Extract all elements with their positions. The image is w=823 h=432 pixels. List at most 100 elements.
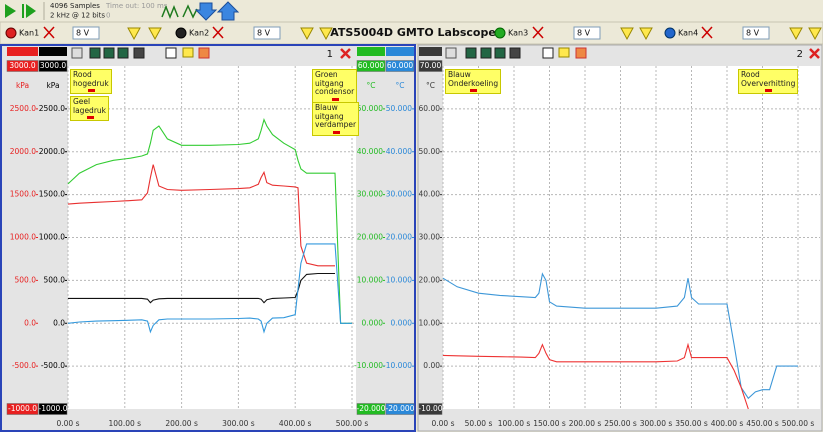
tool-button[interactable] bbox=[133, 47, 145, 59]
trace bbox=[68, 272, 335, 304]
coupling-icon[interactable] bbox=[212, 26, 224, 39]
x-tick-label: 0.00 s bbox=[432, 419, 455, 428]
coupling-icon[interactable] bbox=[532, 26, 544, 39]
scale-limit: 60.000 bbox=[387, 61, 413, 70]
tool-button[interactable] bbox=[445, 47, 457, 59]
x-tick-label: 300.00 s bbox=[640, 419, 673, 428]
timeout-value: 0 bbox=[106, 12, 110, 20]
trace bbox=[67, 117, 352, 324]
y-tick-label: 1500.0 bbox=[39, 190, 65, 199]
tool-button[interactable] bbox=[542, 47, 554, 59]
range-dropdown[interactable] bbox=[72, 26, 100, 40]
tool-button[interactable] bbox=[494, 47, 506, 59]
trigger-icon[interactable] bbox=[639, 27, 653, 41]
y-tick-label: 60.00 bbox=[419, 104, 441, 113]
scale-limit: -1000.0 bbox=[8, 404, 37, 413]
scale-unit: °C bbox=[426, 81, 435, 90]
scale-unit: °C bbox=[396, 81, 405, 90]
channel-name: Kan1 bbox=[19, 29, 39, 38]
scale-limit: 3000.0 bbox=[40, 61, 66, 70]
channel-4: Kan4 8 V bbox=[664, 26, 822, 41]
tool-button[interactable] bbox=[182, 47, 194, 58]
y-tick-label: 40.000 bbox=[386, 147, 412, 156]
scale-limit-box bbox=[418, 60, 443, 72]
tool-button[interactable] bbox=[165, 47, 177, 59]
scale-header bbox=[7, 47, 38, 56]
y-tick-label: 40.00 bbox=[419, 190, 441, 199]
x-tick-label: 500.00 s bbox=[336, 419, 369, 428]
x-tick-label: 100.00 s bbox=[109, 419, 142, 428]
y-tick-label: 0.000 bbox=[362, 318, 384, 327]
samples[interactable]: 4096 Samples bbox=[50, 2, 100, 10]
close-button[interactable] bbox=[809, 48, 820, 59]
tool-button[interactable] bbox=[480, 47, 492, 59]
close-button[interactable] bbox=[340, 48, 351, 59]
x-tick-label: 400.00 s bbox=[711, 419, 744, 428]
scale-limit: 70.00 bbox=[420, 61, 442, 70]
step-button-arrow[interactable] bbox=[26, 4, 36, 18]
trigger-icon[interactable] bbox=[300, 27, 314, 41]
panel-toolbar bbox=[71, 47, 351, 59]
trigger-icon[interactable] bbox=[148, 27, 162, 41]
x-tick-label: 250.00 s bbox=[604, 419, 637, 428]
y-tick-label: 500.0 bbox=[44, 275, 66, 284]
tool-button[interactable] bbox=[117, 47, 129, 59]
legend-label: Blauw Onderkoeling bbox=[445, 69, 502, 94]
legend-label: Rood hogedruk bbox=[70, 69, 112, 94]
scale-limit: -10.00 bbox=[418, 404, 442, 413]
tool-button[interactable] bbox=[509, 47, 521, 59]
y-tick-label: 2000.0 bbox=[10, 147, 36, 156]
range: 8 V bbox=[577, 29, 591, 38]
trigger-icon[interactable] bbox=[319, 27, 333, 41]
tool-button[interactable] bbox=[89, 47, 101, 59]
tool-button[interactable] bbox=[198, 47, 210, 59]
channel-2: Kan2 8 V bbox=[175, 26, 333, 41]
x-tick-label: 400.00 s bbox=[279, 419, 312, 428]
coupling-icon[interactable] bbox=[43, 26, 55, 39]
down-arrow-button[interactable] bbox=[194, 2, 218, 21]
channel-icon[interactable] bbox=[664, 27, 676, 39]
y-tick-label: 1000.0 bbox=[10, 233, 36, 242]
y-tick-label: -500.0 bbox=[12, 361, 36, 370]
y-tick-label: 1000.0 bbox=[39, 233, 65, 242]
tool-button[interactable] bbox=[575, 47, 587, 59]
trace bbox=[67, 164, 335, 267]
tool-button[interactable] bbox=[558, 47, 570, 58]
scale-unit: kPa bbox=[16, 81, 29, 90]
y-tick-label: 0.0 bbox=[53, 318, 65, 327]
scale-limit: 3000.0 bbox=[9, 61, 35, 70]
range: 8 V bbox=[76, 29, 90, 38]
tool-button[interactable] bbox=[71, 47, 83, 59]
trace bbox=[442, 342, 749, 410]
x-tick-label: 300.00 s bbox=[222, 419, 255, 428]
tool-button[interactable] bbox=[465, 47, 477, 59]
trigger-icon[interactable] bbox=[620, 27, 634, 41]
x-tick-label: 500.00 s bbox=[782, 419, 815, 428]
y-tick-label: 20.000 bbox=[386, 233, 412, 242]
range-dropdown[interactable] bbox=[253, 26, 281, 40]
scale-header bbox=[357, 47, 385, 56]
channel-icon[interactable] bbox=[5, 27, 17, 39]
play-button[interactable] bbox=[5, 4, 16, 18]
channel-icon[interactable] bbox=[494, 27, 506, 39]
range: 8 V bbox=[746, 29, 760, 38]
tool-button[interactable] bbox=[103, 47, 115, 59]
scale-limit-box bbox=[356, 60, 386, 72]
coupling-icon[interactable] bbox=[701, 26, 713, 39]
timeout: Time out: 100 ms bbox=[105, 2, 168, 10]
range-dropdown[interactable] bbox=[573, 26, 601, 40]
trigger-icon[interactable] bbox=[161, 4, 179, 20]
scale-limit-box bbox=[385, 60, 415, 72]
range-dropdown[interactable] bbox=[742, 26, 770, 40]
trigger-icon[interactable] bbox=[182, 4, 198, 19]
trigger-icon[interactable] bbox=[789, 27, 803, 41]
channel-icon[interactable] bbox=[175, 27, 187, 39]
y-tick-label: 2000.0 bbox=[39, 147, 65, 156]
sample-rate[interactable]: 2 kHz @ 12 bits bbox=[50, 12, 105, 20]
trigger-icon[interactable] bbox=[127, 27, 141, 41]
up-arrow-button[interactable] bbox=[216, 1, 240, 21]
x-tick-label: 450.00 s bbox=[746, 419, 779, 428]
step-button[interactable] bbox=[22, 4, 24, 18]
trigger-icon[interactable] bbox=[808, 27, 822, 41]
